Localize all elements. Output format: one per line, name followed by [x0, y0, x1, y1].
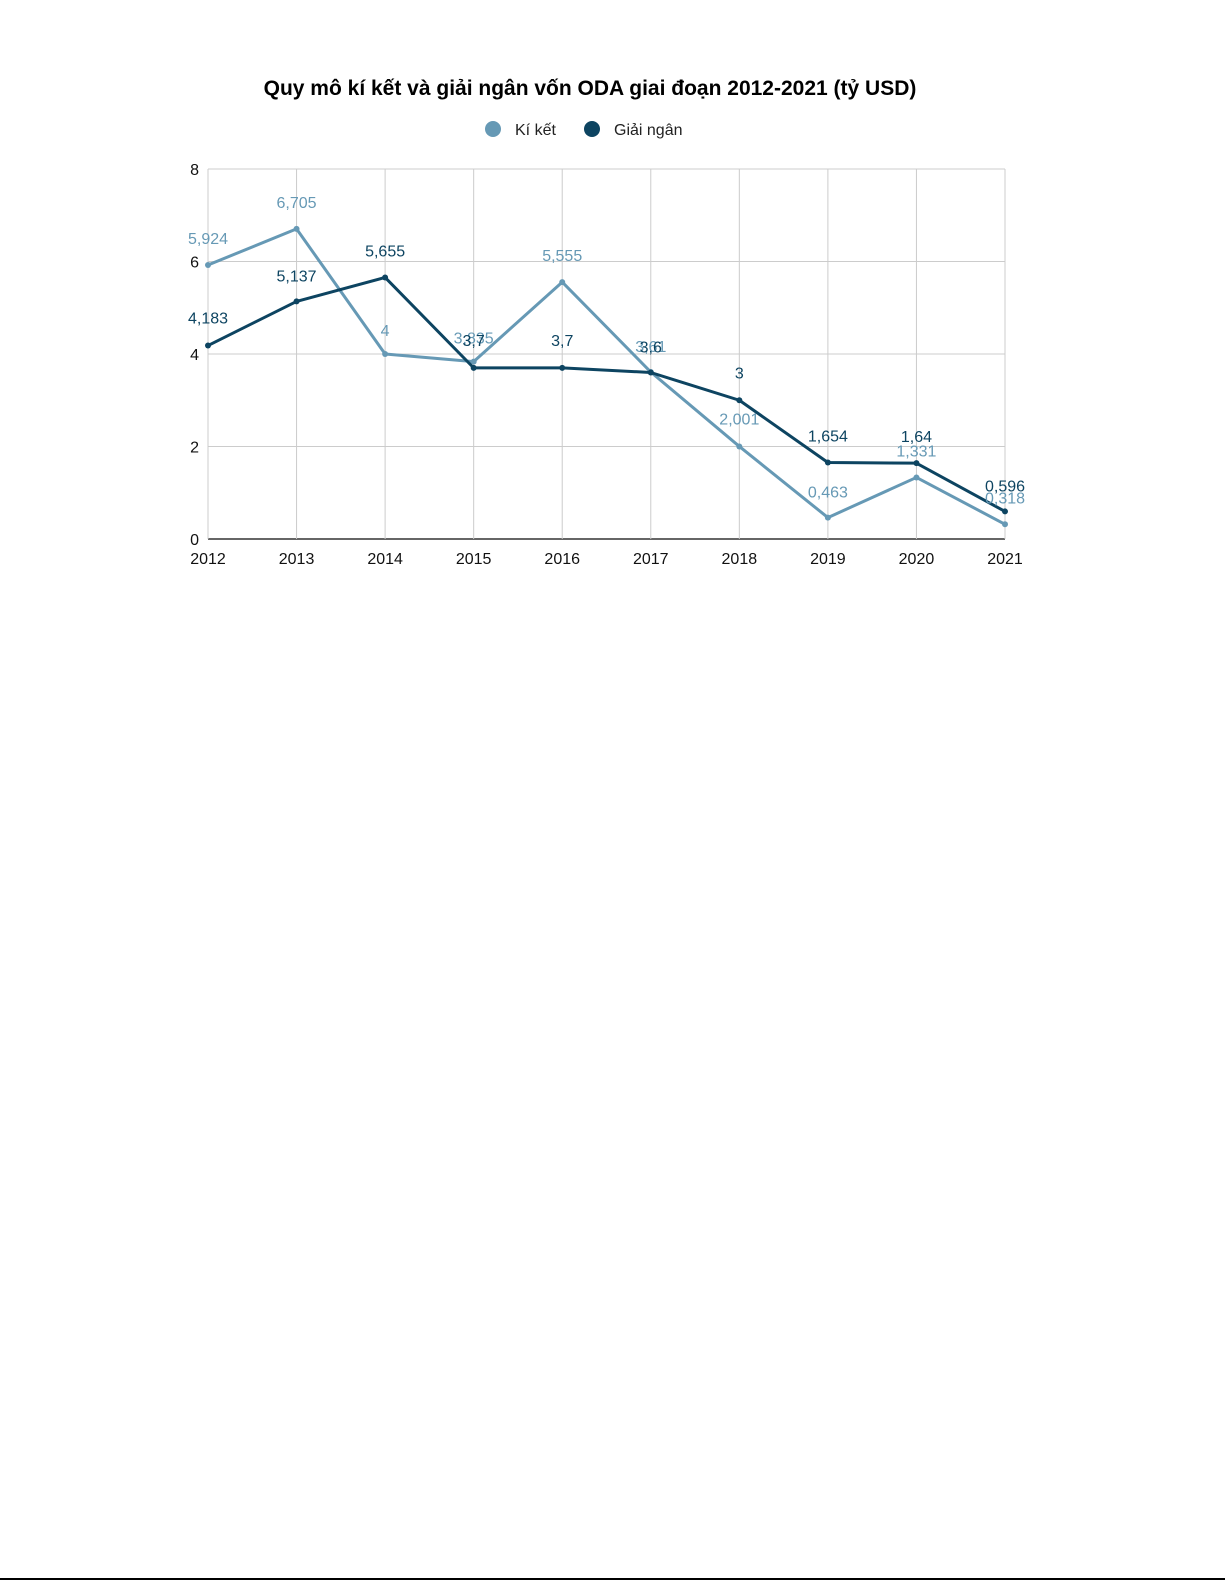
series-line-ki-ket [206, 227, 1007, 526]
data-label: 5,137 [277, 268, 317, 285]
data-label: 3,7 [463, 333, 485, 350]
y-tick-label: 2 [190, 440, 199, 457]
data-point [913, 460, 920, 467]
x-tick-label: 2019 [810, 551, 846, 568]
data-point [647, 369, 654, 376]
y-tick-label: 6 [190, 255, 199, 272]
data-label: 0,318 [985, 490, 1025, 507]
axis-layer: 0 2 4 6 8 2012 2013 2014 2015 2016 2017 2018 2019 202… [190, 162, 1023, 568]
x-tick-label: 2016 [544, 551, 580, 568]
data-label: 3 [735, 365, 744, 382]
y-tick-label: 4 [190, 347, 199, 364]
data-point [470, 358, 477, 365]
x-tick-label: 2014 [367, 551, 403, 568]
series-layer [205, 225, 1008, 528]
data-point [382, 274, 389, 281]
x-tick-label: 2021 [987, 551, 1023, 568]
page-bottom-rule [0, 1578, 1225, 1580]
data-point [205, 342, 211, 349]
x-tick-label: 2020 [899, 551, 935, 568]
data-label: 1,331 [896, 443, 936, 460]
data-label: 5,655 [365, 243, 405, 260]
data-label-layer: 5,924 6,705 4 3,835 5,555 3,61 2,001 0,463 1,331… [188, 195, 1025, 507]
data-point [824, 459, 831, 466]
legend-label: Giải ngân [614, 122, 683, 139]
legend-marker [584, 121, 600, 137]
data-label: 6,705 [277, 195, 317, 212]
data-label: 5,555 [542, 248, 582, 265]
data-point [470, 364, 477, 371]
data-label: 1,654 [808, 429, 848, 446]
data-label: 3,835 [454, 331, 494, 348]
data-point [559, 364, 566, 371]
chart: Quy mô kí kết và giải ngân vốn ODA giai … [0, 0, 1225, 600]
x-tick-label: 2018 [722, 551, 758, 568]
data-point [736, 397, 743, 404]
legend-marker [485, 121, 501, 137]
grid-layer [207, 168, 1006, 540]
x-tick-label: 2013 [279, 551, 315, 568]
data-label: 0,463 [808, 485, 848, 502]
x-tick-label: 2015 [456, 551, 492, 568]
data-label: 3,61 [635, 339, 666, 356]
data-point [1002, 521, 1008, 528]
data-point [293, 225, 300, 232]
chart-svg: Quy mô kí kết và giải ngân vốn ODA giai … [188, 77, 1025, 568]
data-point [1002, 508, 1008, 515]
series-line-giai-ngan [206, 275, 1007, 513]
y-tick-label: 8 [190, 162, 199, 179]
data-label: 4 [381, 323, 390, 340]
data-label: 3,6 [640, 340, 662, 357]
data-point [293, 298, 300, 305]
data-label: 4,183 [188, 311, 228, 328]
data-label: 3,7 [551, 333, 573, 350]
data-label: 1,64 [901, 429, 932, 446]
data-label: 0,596 [985, 478, 1025, 495]
data-point [205, 262, 211, 269]
data-point [736, 443, 743, 450]
x-tick-label: 2012 [190, 551, 226, 568]
legend: Kí kết Giải ngân [485, 121, 683, 139]
data-label: 2,001 [719, 411, 759, 428]
chart-title: Quy mô kí kết và giải ngân vốn ODA giai … [264, 77, 917, 100]
data-label: 5,924 [188, 231, 228, 248]
data-point [913, 474, 920, 481]
data-point [559, 279, 566, 286]
legend-label: Kí kết [515, 122, 556, 139]
data-point [382, 351, 389, 357]
y-tick-label: 0 [190, 532, 199, 549]
x-tick-label: 2017 [633, 551, 669, 568]
data-point [824, 514, 831, 521]
